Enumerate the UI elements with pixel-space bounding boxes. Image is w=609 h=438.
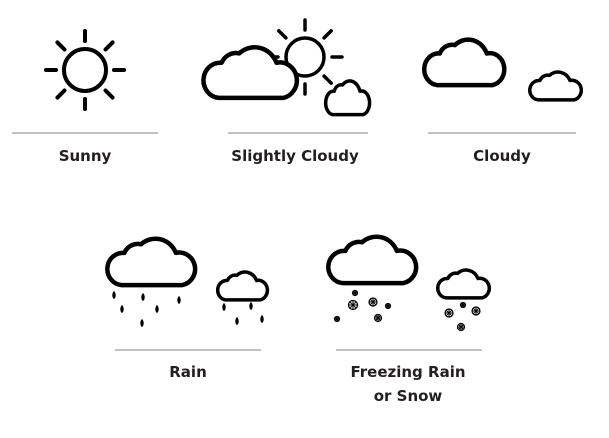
sun-ray: [55, 88, 67, 100]
raindrop-icon: [177, 295, 181, 305]
sun-ray: [103, 88, 115, 100]
label-sunny: Sunny: [58, 147, 112, 165]
sun-ray: [103, 40, 115, 52]
sun-ray: [277, 29, 288, 40]
raindrop-icon: [112, 290, 116, 300]
label-freezing-rain: Freezing Rain or Snow: [350, 360, 465, 408]
snow-cloud-icon-large: [326, 234, 419, 286]
raindrop-icon: [155, 304, 159, 314]
label-cloudy: Cloudy: [473, 147, 531, 165]
snow-cloud-icon-small: [436, 268, 492, 300]
raindrop-icon: [140, 318, 144, 328]
snowflake-icon: [368, 297, 378, 307]
snowflake-arm: [472, 307, 480, 315]
raindrop-icon: [120, 304, 124, 314]
snowflake-arm: [369, 298, 377, 306]
sun-icon: [44, 29, 126, 111]
cloud-icon-small: [323, 79, 372, 117]
snowflake-arm: [334, 316, 340, 322]
snowflake-icon: [471, 306, 481, 316]
snowflake-icon: [373, 313, 383, 323]
cloud-icon-small: [528, 70, 584, 102]
snowflake-arm: [460, 302, 466, 308]
sun-disc: [62, 47, 108, 93]
raindrop-icon: [222, 302, 226, 312]
snowflake-icon: [333, 315, 341, 323]
snowflake-arm: [352, 290, 358, 296]
snowflake-icon: [351, 289, 359, 297]
label-line-1: Freezing Rain: [350, 363, 466, 381]
rain-cloud-icon-large: [105, 236, 198, 288]
sun-ray: [322, 29, 333, 40]
sun-ray: [55, 40, 67, 52]
raindrop-icon: [260, 314, 264, 324]
snowflake-arm: [375, 315, 381, 321]
raindrop-icon: [249, 301, 253, 311]
snowflake-arm: [349, 301, 357, 309]
raindrop-icon: [141, 292, 145, 302]
snowflake-icon: [347, 299, 359, 311]
cloud-icon-large: [201, 45, 300, 101]
snowflake-arm: [385, 303, 391, 309]
snowflake-icon: [384, 302, 392, 310]
snowflake-arm: [458, 324, 464, 330]
raindrop-icon: [235, 316, 239, 326]
sun-disc: [284, 36, 326, 78]
snowflake-icon: [459, 301, 467, 309]
label-rain: Rain: [169, 363, 207, 381]
rain-cloud-icon-small: [215, 270, 270, 302]
cloud-icon-large: [422, 37, 507, 88]
snowflake-icon: [456, 322, 466, 332]
label-line-2: or Snow: [373, 387, 443, 405]
label-slightly-cloudy: Slightly Cloudy: [231, 147, 359, 165]
snowflake-icon: [444, 308, 454, 318]
snowflake-arm: [445, 309, 453, 317]
sun-ray: [322, 74, 333, 85]
